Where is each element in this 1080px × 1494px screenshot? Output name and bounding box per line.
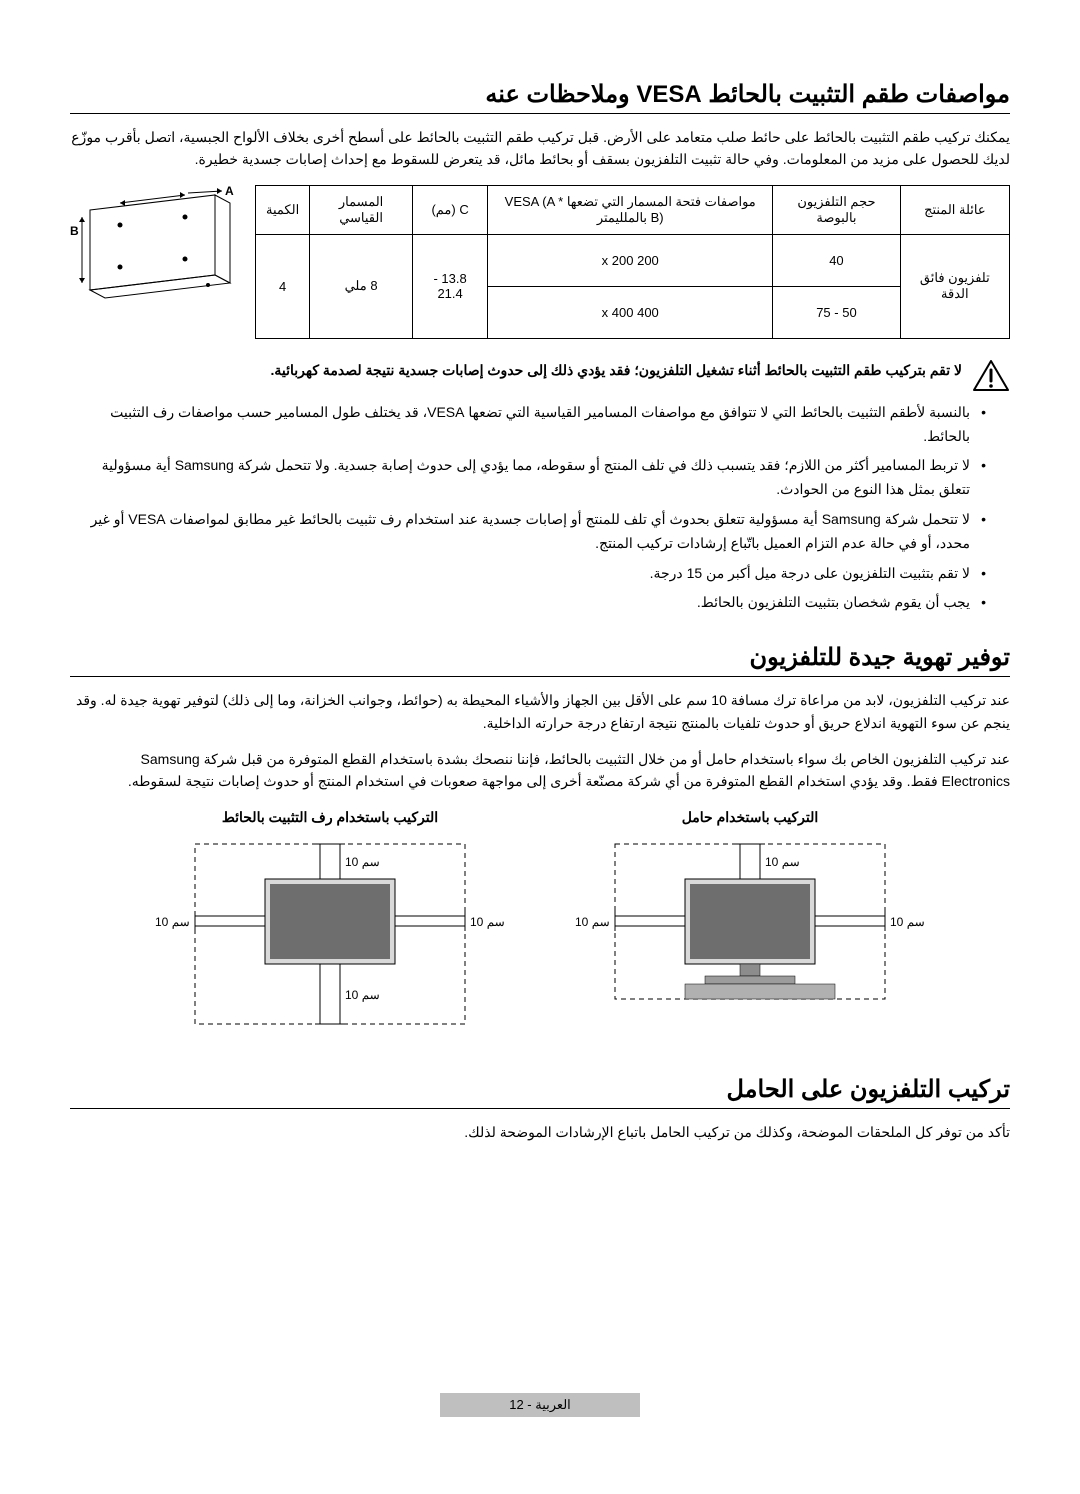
section2-p1: عند تركيب التلفزيون، لابد من مراعاة ترك … [70,689,1010,734]
cell-c: 13.8 - 21.4 [412,234,487,338]
section3-text: تأكد من توفر كل الملحقات الموضحة، وكذلك … [70,1121,1010,1143]
svg-text:10 سم: 10 سم [765,855,800,869]
cell-screw: 8 ملي [310,234,413,338]
svg-text:10 سم: 10 سم [155,915,190,929]
cell-family: تلفزيون فائق الدقة [900,234,1009,338]
svg-text:10 سم: 10 سم [575,915,610,929]
tv-back-diagram: A B [70,185,245,305]
svg-text:10 سم: 10 سم [470,915,505,929]
page-footer: العربية - 12 [440,1393,640,1417]
bullet-1: بالنسبة لأطقم التثبيت بالحائط التي لا تت… [70,401,986,449]
vent-wall-caption: التركيب باستخدام رف التثبيت بالحائط [150,809,510,826]
cell-vesa-1: 200 x 200 [488,234,773,286]
vent-stand-svg: 10 سم 10 سم 10 سم [570,834,930,1034]
svg-text:A: A [225,185,234,198]
svg-text:10 سم: 10 سم [890,915,925,929]
bullet-4: لا تقم بتثبيت التلفزيون على درجة ميل أكب… [70,562,986,586]
spec-table: عائلة المنتج حجم التلفزيون بالبوصة مواصف… [255,185,1010,339]
vent-stand-block: التركيب باستخدام حامل 10 سم 10 سم [570,809,930,1039]
th-screw: المسمار القياسي [310,185,413,234]
svg-text:B: B [70,224,79,238]
vent-wall-svg: 10 سم 10 سم 10 سم 10 سم [150,834,510,1034]
bullet-5: يجب أن يقوم شخصان بتثبيت التلفزيون بالحا… [70,591,986,615]
section1-title: مواصفات طقم التثبيت بالحائط VESA وملاحظا… [70,80,1010,114]
ventilation-diagrams: التركيب باستخدام حامل 10 سم 10 سم [70,809,1010,1039]
th-vesa: مواصفات فتحة المسمار التي تضعها VESA (A … [488,185,773,234]
section3-title: تركيب التلفزيون على الحامل [70,1075,1010,1109]
svg-text:10 سم: 10 سم [345,855,380,869]
bullets-list: بالنسبة لأطقم التثبيت بالحائط التي لا تت… [70,401,1010,615]
th-size: حجم التلفزيون بالبوصة [773,185,900,234]
section2-p2: عند تركيب التلفزيون الخاص بك سواء باستخد… [70,748,1010,793]
section1-intro: يمكنك تركيب طقم التثبيت بالحائط على حائط… [70,126,1010,171]
warning-icon [972,359,1010,393]
warning-row: لا تقم بتركيب طقم التثبيت بالحائط أثناء … [70,359,1010,393]
section2-title: توفير تهوية جيدة للتلفزيون [70,643,1010,677]
cell-vesa-2: 400 x 400 [488,286,773,338]
svg-text:10 سم: 10 سم [345,988,380,1002]
bullet-2: لا تربط المسامير أكثر من اللازم؛ فقد يتس… [70,454,986,502]
cell-size-2: 50 - 75 [773,286,900,338]
spec-table-container: عائلة المنتج حجم التلفزيون بالبوصة مواصف… [70,185,1010,339]
vent-stand-caption: التركيب باستخدام حامل [570,809,930,826]
th-qty: الكمية [256,185,310,234]
bullet-3: لا تتحمل شركة Samsung أية مسؤولية تتعلق … [70,508,986,556]
warning-text: لا تقم بتركيب طقم التثبيت بالحائط أثناء … [270,359,962,381]
cell-qty: 4 [256,234,310,338]
th-family: عائلة المنتج [900,185,1009,234]
vent-wall-block: التركيب باستخدام رف التثبيت بالحائط 10 س… [150,809,510,1039]
th-c: C (مم) [412,185,487,234]
cell-size-1: 40 [773,234,900,286]
